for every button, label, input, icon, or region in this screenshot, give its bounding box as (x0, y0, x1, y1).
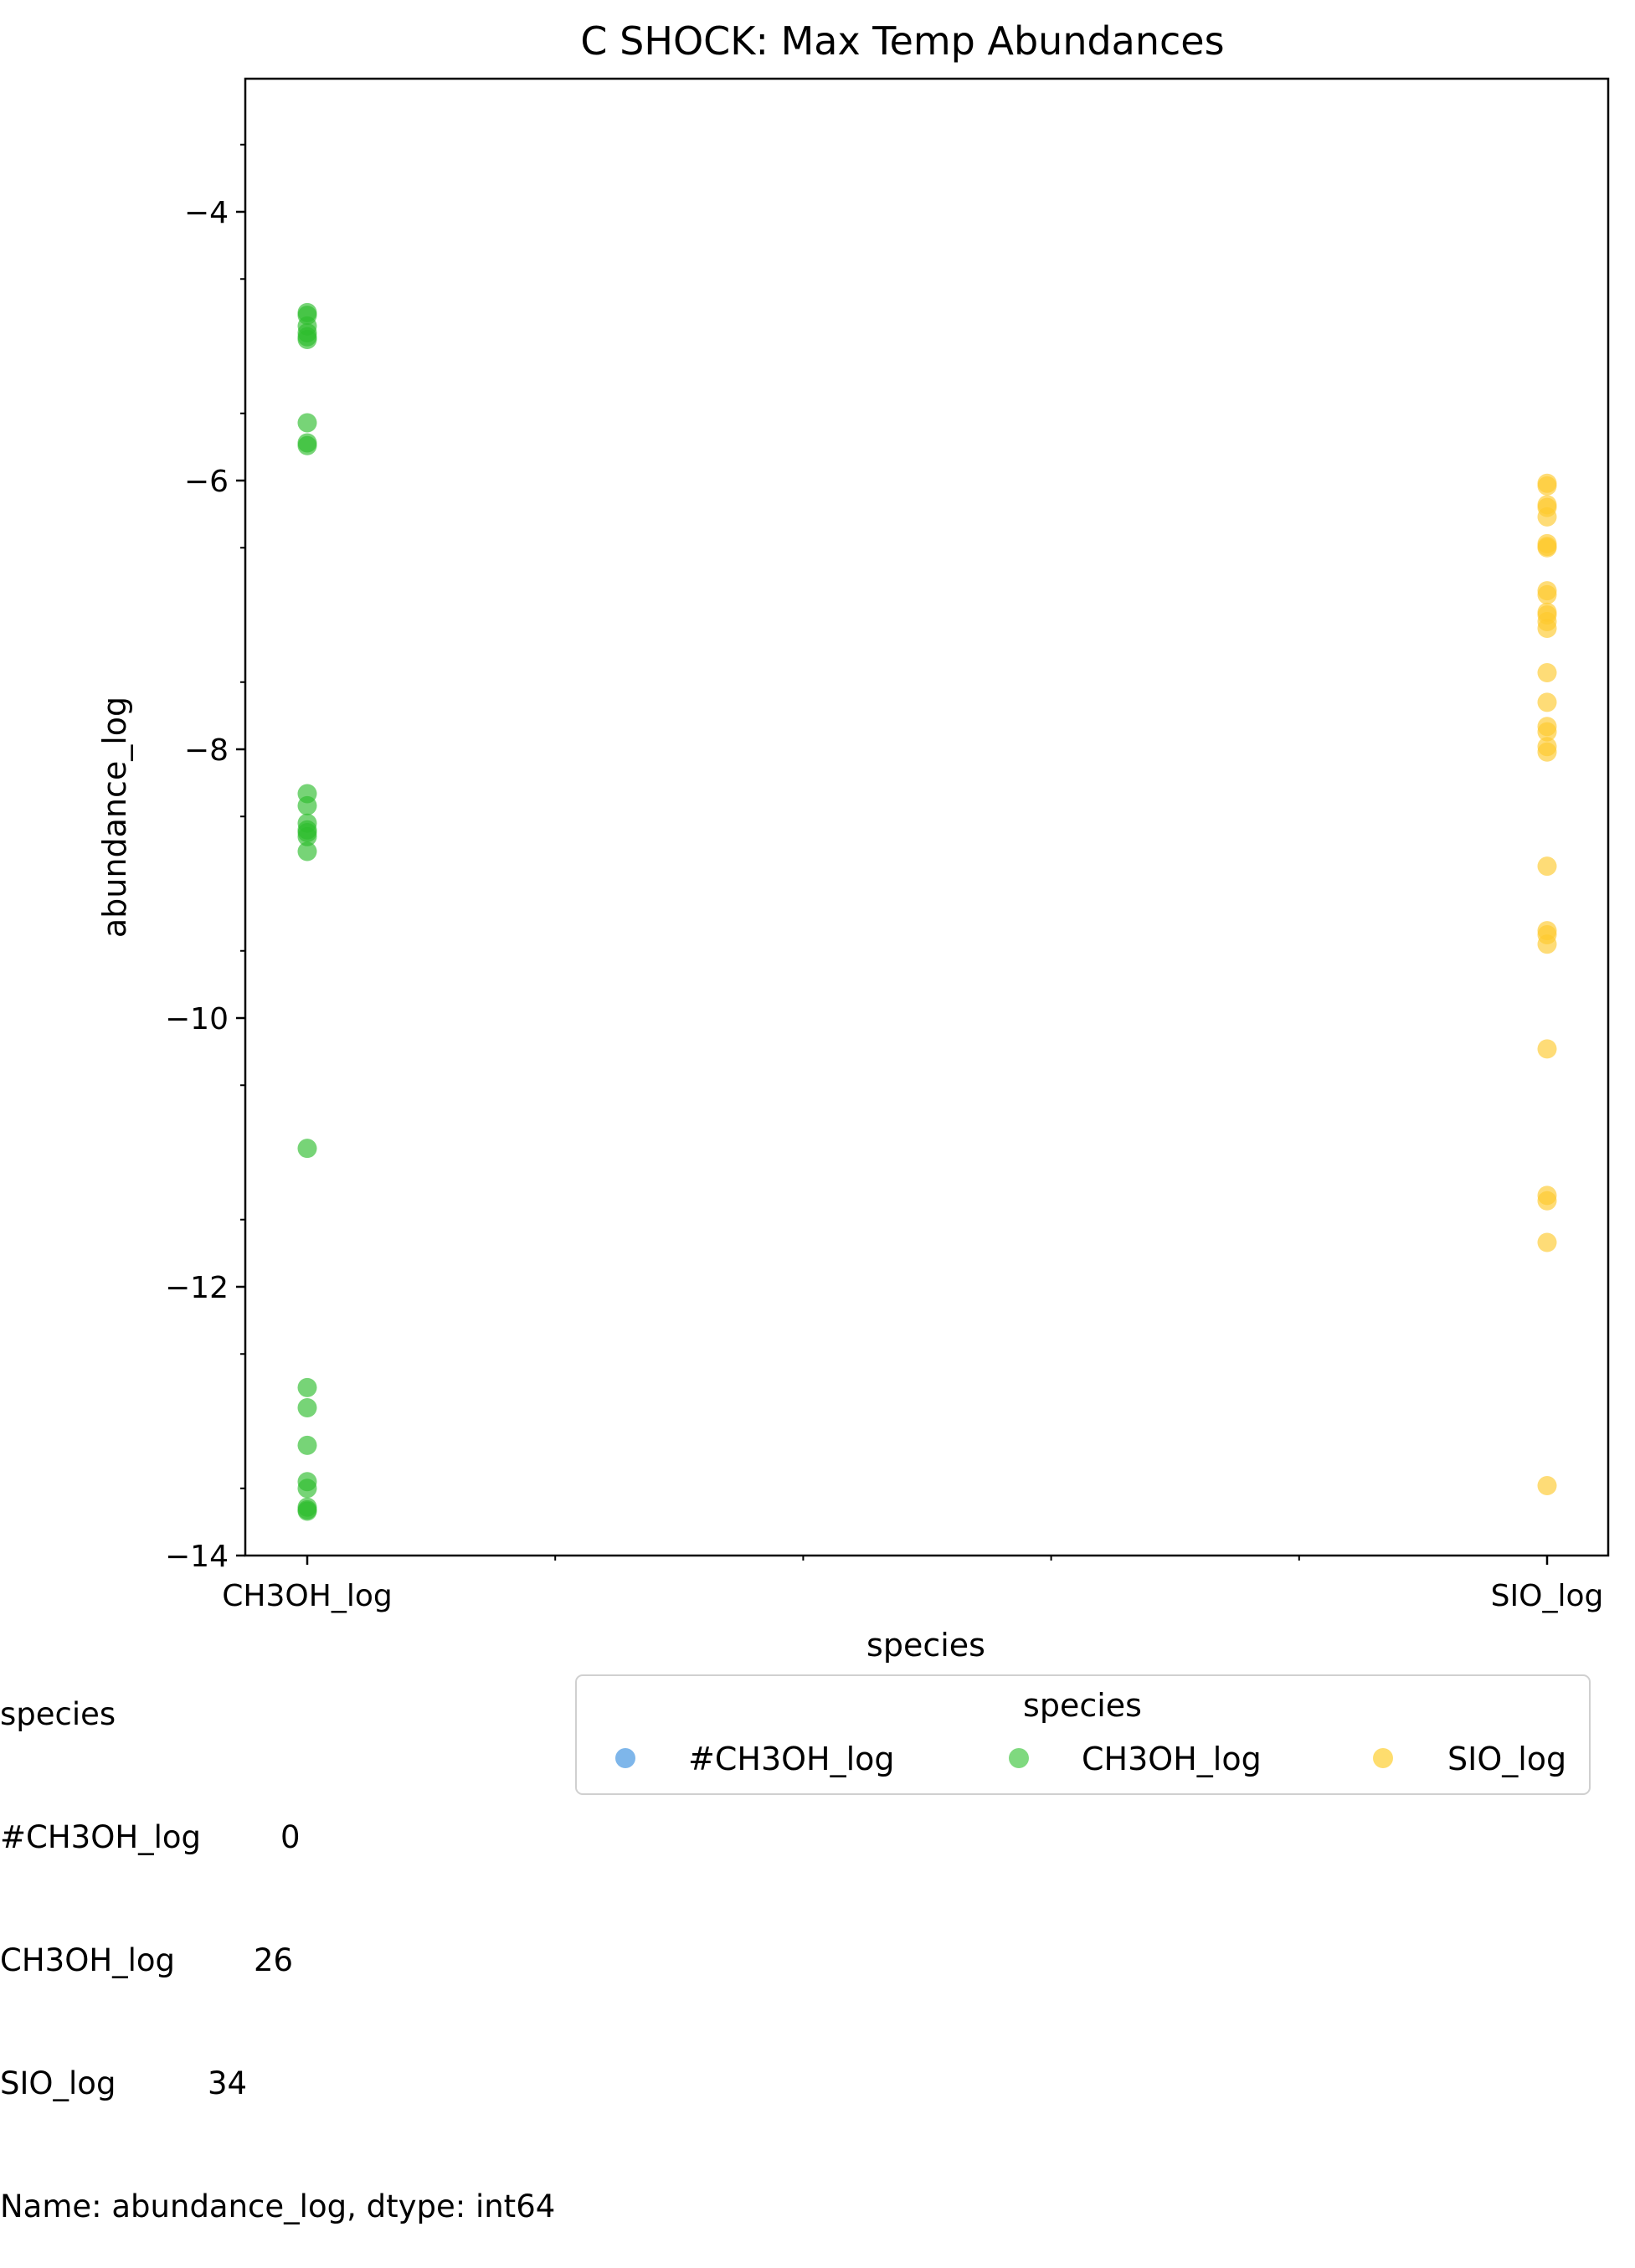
legend-title: species (1023, 1687, 1142, 1724)
data-point (1537, 1191, 1557, 1211)
summary-row-value: 0 (280, 1819, 301, 1855)
legend-marker (615, 1748, 635, 1768)
summary-row: #CH3OH_log 0 (0, 1817, 555, 1858)
data-point (1537, 507, 1557, 527)
summary-row-name: CH3OH_log (0, 1942, 176, 1978)
y-tick-label: −4 (184, 196, 229, 230)
legend-entries: #CH3OH_log CH3OH_log SIO_log (615, 1741, 1566, 1777)
x-axis: CH3OH_log SIO_log (222, 1556, 1603, 1613)
data-point (1537, 1039, 1557, 1059)
data-point (297, 1479, 317, 1499)
summary-row: SIO_log 34 (0, 2063, 555, 2104)
data-point (1537, 1476, 1557, 1496)
y-tick-label: −8 (184, 733, 229, 768)
y-tick-label: −6 (184, 465, 229, 499)
data-point (297, 841, 317, 861)
data-point (1537, 934, 1557, 954)
scatter-chart: C SHOCK: Max Temp Abundances −4 −6 −8 −10 −1… (0, 0, 1635, 1817)
chart-title: C SHOCK: Max Temp Abundances (580, 18, 1224, 64)
legend-marker (1009, 1748, 1029, 1768)
data-point (297, 413, 317, 433)
data-point (1537, 619, 1557, 639)
data-point (1537, 742, 1557, 762)
y-axis: −4 −6 −8 −10 −12 −14 (165, 143, 245, 1574)
data-point (297, 795, 317, 815)
data-point (1537, 856, 1557, 877)
summary-footer: Name: abundance_log, dtype: int64 (0, 2188, 556, 2224)
legend: species #CH3OH_log CH3OH_log SIO_log (575, 1674, 1591, 1795)
legend-label: #CH3OH_log (688, 1741, 895, 1777)
x-tick-label: CH3OH_log (222, 1579, 392, 1613)
summary-row-name: SIO_log (0, 2065, 116, 2101)
data-point (1537, 584, 1557, 604)
legend-label: CH3OH_log (1082, 1741, 1262, 1777)
data-point (297, 1501, 317, 1521)
legend-marker (1373, 1748, 1393, 1768)
x-axis-label: species (866, 1627, 985, 1664)
data-point (297, 435, 317, 455)
y-axis-label: abundance_log (96, 697, 133, 938)
data-point (297, 329, 317, 349)
legend-box (575, 1674, 1591, 1795)
data-point (1537, 663, 1557, 683)
summary-row: CH3OH_log 26 (0, 1940, 555, 1981)
data-point (1537, 1232, 1557, 1252)
legend-label: SIO_log (1447, 1741, 1566, 1777)
data-point (297, 1435, 317, 1455)
y-tick-label: −12 (165, 1271, 229, 1305)
summary-row-value: 34 (208, 2065, 248, 2101)
data-point (297, 1397, 317, 1417)
x-tick-label: SIO_log (1491, 1579, 1604, 1613)
data-point (1537, 537, 1557, 558)
y-tick-label: −14 (165, 1540, 229, 1574)
data-point (1537, 476, 1557, 496)
data-point (1537, 722, 1557, 742)
data-point (297, 1377, 317, 1397)
series-summary: species #CH3OH_log 0 CH3OH_log 26 SIO_log 3… (0, 1612, 555, 2268)
summary-row-value: 26 (254, 1942, 294, 1978)
data-point (297, 1139, 317, 1159)
summary-header: species (0, 1696, 116, 1732)
data-point (1537, 692, 1557, 712)
y-tick-label: −10 (165, 1002, 229, 1036)
data-point (297, 826, 317, 846)
data-points (297, 302, 1557, 1521)
summary-row-name: #CH3OH_log (0, 1819, 202, 1855)
figure-background (0, 0, 1635, 1817)
